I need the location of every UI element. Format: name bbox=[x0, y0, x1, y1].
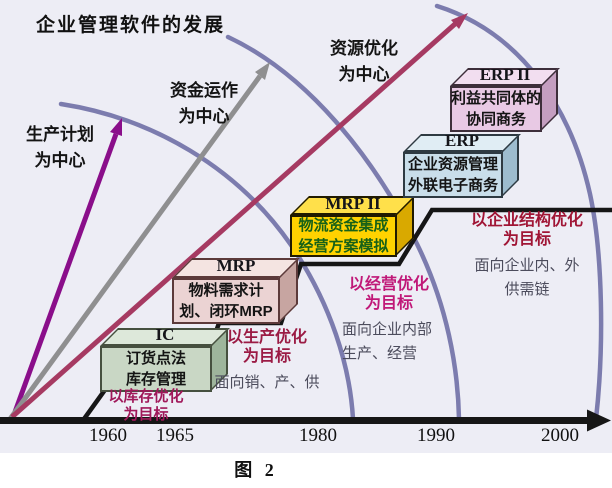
goal-structure-line2: 为目标 bbox=[502, 230, 551, 248]
stage-box-mrp2-line1: 物流资金集成 bbox=[298, 217, 389, 234]
stage-box-mrp-title: MRP bbox=[216, 256, 256, 275]
stage-box-erp2-front: 利益共同体的 协同商务 bbox=[450, 86, 542, 132]
stage-box-erp-front: 企业资源管理 外联电子商务 bbox=[403, 152, 503, 198]
stage-box-mrp-line2: 划、闭环MRP bbox=[179, 303, 273, 320]
production-plan-label-line1: 生产计划 bbox=[26, 125, 94, 144]
goal-production-desc1: 面向销、产、供 bbox=[214, 373, 320, 391]
stage-box-mrp2-title: MRP II bbox=[325, 194, 381, 213]
goal-production: 以生产优化 为目标 面向销、产、供 bbox=[203, 329, 331, 394]
timeline-tick-1980: 1980 bbox=[299, 425, 337, 446]
era-arc-1 bbox=[58, 101, 356, 422]
stage-box-erp-line2: 外联电子商务 bbox=[407, 177, 498, 194]
stage-box-ic-line2: 库存管理 bbox=[125, 371, 186, 388]
stage-box-mrp-line1: 物料需求计 bbox=[188, 282, 264, 299]
capital-operation-label-line2: 为中心 bbox=[178, 107, 230, 127]
goal-structure-desc1: 面向企业内、外 bbox=[474, 256, 580, 274]
timeline-tick-1960: 1960 bbox=[89, 425, 127, 446]
production-plan-label-line2: 为中心 bbox=[34, 151, 86, 171]
goal-operation-line1: 以经营优化 bbox=[348, 276, 429, 293]
figure-title: 企业管理软件的发展 bbox=[36, 15, 226, 36]
capital-operation-arrowhead bbox=[255, 62, 270, 80]
resource-optimization-arrow bbox=[10, 22, 457, 419]
goal-structure: 以企业结构优化 为目标 面向企业内、外 供需链 bbox=[443, 212, 611, 302]
stage-box-mrp2-front: 物流资金集成 经营方案模拟 bbox=[290, 215, 397, 257]
capital-operation-label: 资金运作 为中心 bbox=[150, 78, 258, 131]
goal-operation-desc2: 生产、经营 bbox=[342, 345, 418, 363]
era-arc-3 bbox=[434, 3, 604, 422]
goal-operation-desc1: 面向企业内部 bbox=[342, 320, 433, 338]
goal-structure-line1: 以企业结构优化 bbox=[470, 212, 583, 229]
stage-box-mrp-front: 物料需求计 划、闭环MRP bbox=[172, 278, 280, 324]
goal-inventory-line2: 为目标 bbox=[123, 405, 169, 423]
goal-inventory: 以库存优化 为目标 bbox=[94, 388, 198, 423]
goal-structure-desc2: 供需链 bbox=[504, 281, 550, 299]
stage-box-erp-line1: 企业资源管理 bbox=[407, 156, 498, 173]
resource-optimization-label-line1: 资源优化 bbox=[330, 39, 398, 58]
production-plan-arrowhead bbox=[110, 118, 122, 136]
stage-box-ic-front: 订货点法 库存管理 bbox=[100, 346, 212, 392]
timeline-tick-2000: 2000 bbox=[541, 425, 579, 446]
timeline-tick-1990: 1990 bbox=[417, 425, 455, 446]
capital-operation-arrow bbox=[7, 74, 263, 421]
resource-optimization-arrowhead bbox=[451, 13, 468, 29]
goal-production-line1: 以生产优化 bbox=[226, 329, 307, 346]
production-plan-label: 生产计划 为中心 bbox=[8, 122, 112, 175]
stage-box-erp2-line2: 协同商务 bbox=[465, 111, 526, 128]
capital-operation-label-line1: 资金运作 bbox=[170, 81, 238, 100]
goal-operation: 以经营优化 为目标 面向企业内部 生产、经营 bbox=[328, 276, 450, 366]
resource-optimization-label: 资源优化 为中心 bbox=[310, 36, 418, 89]
resource-optimization-label-line2: 为中心 bbox=[338, 65, 390, 85]
stage-box-erp-title: ERP bbox=[445, 131, 479, 150]
stage-box-ic-title: IC bbox=[155, 325, 175, 344]
stage-box-erp2-line1: 利益共同体的 bbox=[451, 90, 542, 107]
figure-caption: 图 2 bbox=[234, 460, 278, 480]
production-plan-arrow bbox=[12, 133, 119, 413]
stage-box-mrp2-line2: 经营方案模拟 bbox=[298, 238, 389, 255]
goal-inventory-line1: 以库存优化 bbox=[108, 388, 184, 405]
goal-production-line2: 为目标 bbox=[242, 347, 291, 365]
goal-operation-line2: 为目标 bbox=[364, 294, 413, 312]
timeline-tick-1965: 1965 bbox=[156, 425, 194, 446]
stage-box-erp2-title: ERP II bbox=[479, 65, 531, 84]
stage-box-ic-line1: 订货点法 bbox=[125, 350, 186, 367]
timeline-arrowhead bbox=[587, 409, 611, 432]
